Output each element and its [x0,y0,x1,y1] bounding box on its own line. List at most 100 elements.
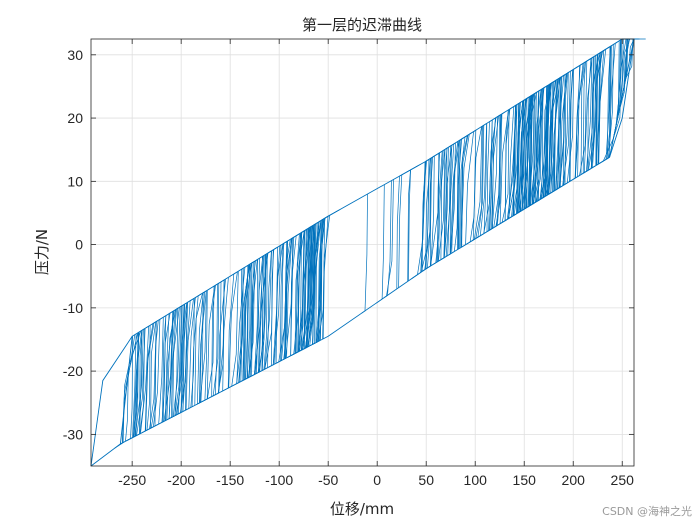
hysteresis-branch [581,57,593,175]
hysteresis-branch [443,145,451,259]
hysteresis-branch [577,59,589,177]
x-tick-label: -50 [318,472,338,488]
hysteresis-branch [586,56,595,172]
x-tick-label: 150 [513,472,537,488]
hysteresis-branch [545,78,558,197]
hysteresis-branch [492,114,501,229]
hysteresis-branch [168,305,183,420]
hysteresis-branch [288,230,305,358]
hysteresis-branch [376,184,385,304]
hysteresis-branch [182,298,194,412]
hysteresis-branch [218,277,229,394]
x-tick-label: 200 [562,472,586,488]
envelope-right-corner [609,38,635,158]
hysteresis-branch [508,100,523,219]
envelope-left-corner [90,336,133,467]
hysteresis-branch [466,126,483,245]
hysteresis-branch [227,271,237,389]
x-tick-label: 250 [611,472,635,488]
hysteresis-branch [562,69,575,187]
hysteresis-branch [557,75,564,189]
hysteresis-branch [420,152,440,273]
hysteresis-branch [504,103,519,221]
hysteresis-branch [188,291,205,409]
hysteresis-branch [486,113,503,233]
y-tick-label: 10 [67,173,83,189]
hysteresis-branch [222,271,239,391]
hysteresis-branch [629,38,646,62]
hysteresis-branch [421,153,438,272]
hysteresis-branch [443,144,452,258]
hysteresis-branch [122,334,136,443]
hysteresis-branch [529,87,544,206]
hysteresis-branch [443,143,455,259]
x-tick-label: 50 [418,472,434,488]
hysteresis-branch [132,329,144,438]
x-tick-label: -250 [118,472,146,488]
hysteresis-branch [281,237,294,361]
x-tick-label: 0 [373,472,381,488]
hysteresis-branch [457,136,467,250]
hysteresis-branch [220,271,239,393]
x-tick-label: 100 [464,472,488,488]
x-axis-ticks: -250 -200 -150 -100 -50 0 50 100 150 200 250 [118,39,634,488]
hysteresis-branch [126,332,139,442]
hysteresis-branch [180,302,187,413]
hysteresis-branch [538,84,550,201]
hysteresis-branch [517,93,535,214]
hysteresis-branch [528,91,538,207]
hysteresis-branch [396,170,410,289]
hysteresis-branch [235,269,243,385]
hysteresis-branch [275,241,287,364]
y-tick-label: 20 [67,110,83,126]
hysteresis-branch [361,193,368,314]
hysteresis-branch [300,225,313,352]
hysteresis-branch [597,45,612,165]
hysteresis-branch [301,225,312,351]
hysteresis-branch [517,93,535,214]
hysteresis-branch [301,225,314,351]
x-axis-label: 位移/mm [330,500,394,518]
hysteresis-branch [176,302,188,416]
hysteresis-branch [593,52,601,168]
hysteresis-branch [298,229,307,352]
y-tick-label: -30 [63,426,83,442]
watermark: CSDN @海神之光 [602,504,692,518]
hysteresis-branch [247,261,254,379]
hysteresis-branch [250,254,265,377]
hysteresis-branch [317,215,330,342]
hysteresis-branch [499,107,512,224]
hysteresis-branch [606,42,618,159]
hysteresis-branch [560,72,569,188]
hysteresis-branch [162,306,181,423]
hysteresis-branch [247,259,259,379]
hysteresis-branch [179,298,195,414]
hysteresis-branch [135,328,145,437]
hysteresis-branch [282,233,301,361]
chart-title: 第一层的迟滞曲线 [302,16,422,34]
y-tick-label: 0 [75,237,83,253]
hysteresis-branch [261,252,270,371]
hysteresis-branch [448,141,459,256]
hysteresis-branch [231,268,244,387]
hysteresis-branch [433,147,449,265]
hysteresis-branch [150,315,167,429]
hysteresis-branch [271,246,278,366]
y-axis-ticks: -30 -20 -10 0 10 20 30 [63,47,634,442]
hysteresis-branch [465,130,476,245]
hysteresis-branch [384,180,392,298]
x-tick-label: -200 [167,472,195,488]
hysteresis-branch [130,333,137,440]
axes-box [90,38,635,467]
hysteresis-branch [611,40,620,146]
hysteresis-branch [162,312,171,423]
x-tick-label: -150 [216,472,244,488]
hysteresis-branch [619,38,629,106]
hysteresis-branch [204,283,218,401]
hysteresis-branch [459,130,477,249]
hysteresis-branch [197,286,215,405]
hysteresis-branch [305,220,322,349]
y-axis-label: 压力/N [33,229,51,275]
hysteresis-branch [139,321,157,435]
